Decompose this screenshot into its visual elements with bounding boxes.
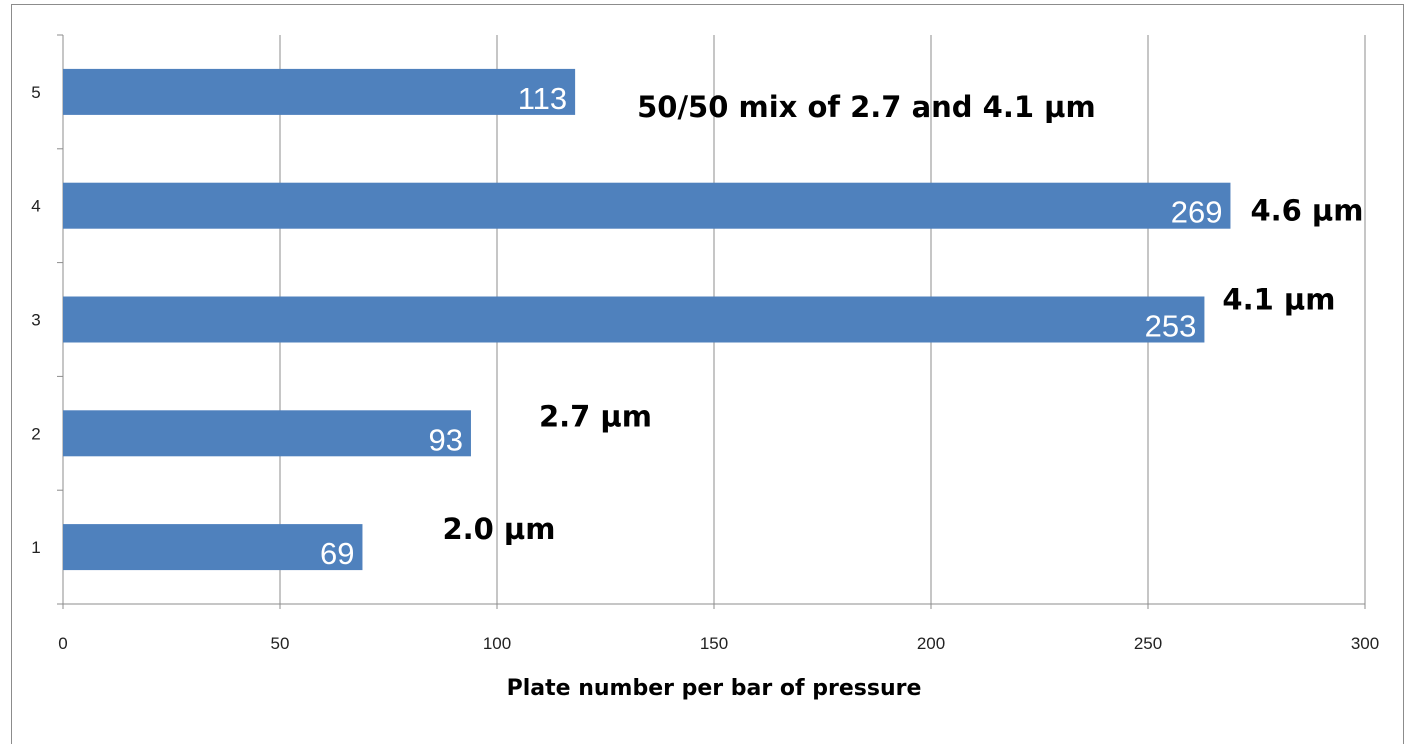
bar-annotation: 2.7 µm <box>539 399 652 433</box>
bar-data-label: 93 <box>428 422 462 457</box>
chart-frame <box>11 4 1404 744</box>
bar-1 <box>63 524 363 571</box>
bar-2 <box>63 410 471 457</box>
bar-annotation: 50/50 mix of 2.7 and 4.1 µm <box>637 90 1096 124</box>
bar-data-label: 113 <box>518 81 567 116</box>
x-tick-label: 100 <box>483 634 511 653</box>
y-tick-label: 1 <box>31 538 40 557</box>
x-axis-title: Plate number per bar of pressure <box>507 676 922 701</box>
bar-3 <box>63 296 1205 343</box>
x-tick-label: 50 <box>271 634 290 653</box>
x-tick-label: 200 <box>917 634 945 653</box>
bars <box>63 68 1231 571</box>
bar-annotation: 4.6 µm <box>1250 194 1363 228</box>
bar-annotation: 4.1 µm <box>1222 283 1335 317</box>
tick-labels: 0 50 100 150 200 250 300 1 2 3 4 5 <box>31 83 1379 653</box>
annotations: 2.0 µm 2.7 µm 4.1 µm 4.6 µm 50/50 mix of 2.7… <box>442 90 1363 546</box>
bar-4 <box>63 182 1231 229</box>
x-tick-label: 300 <box>1351 634 1379 653</box>
bar-data-label: 69 <box>320 536 354 571</box>
bar-data-label: 269 <box>1171 195 1223 230</box>
y-tick-label: 5 <box>31 83 40 102</box>
bar-5 <box>63 68 576 115</box>
y-tick-label: 2 <box>31 424 40 443</box>
bar-data-label: 253 <box>1145 309 1197 344</box>
x-tick-label: 150 <box>700 634 728 653</box>
y-tick-label: 3 <box>31 311 40 330</box>
bar-annotation: 2.0 µm <box>442 512 555 546</box>
x-tick-label: 0 <box>58 634 67 653</box>
y-tick-label: 4 <box>31 197 40 216</box>
x-tick-label: 250 <box>1134 634 1162 653</box>
bar-labels: 69 93 253 269 113 <box>320 81 1222 571</box>
